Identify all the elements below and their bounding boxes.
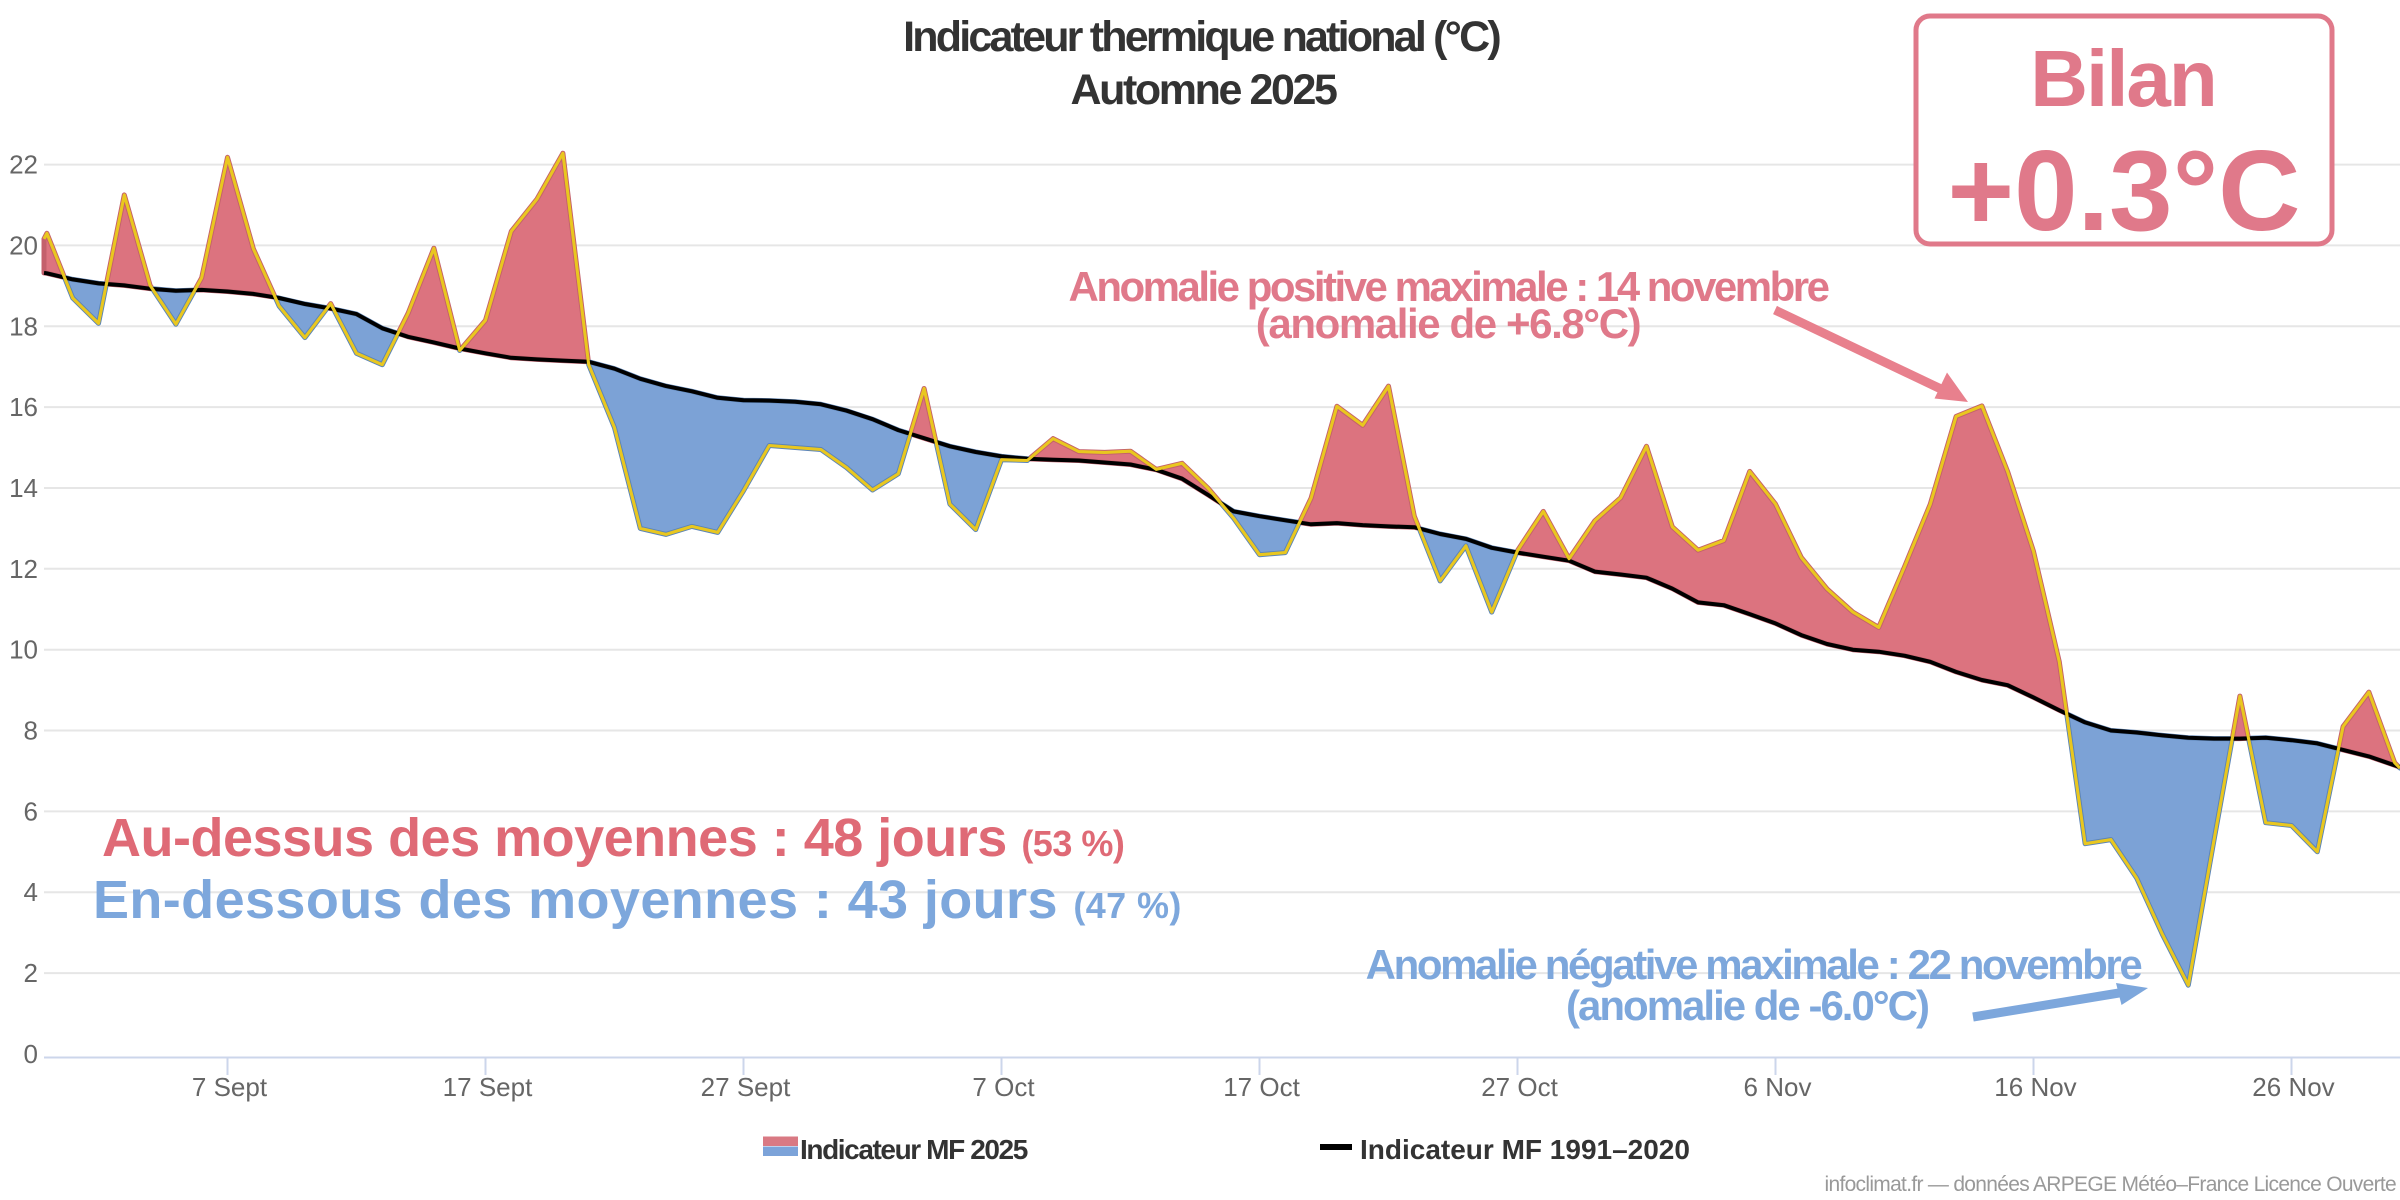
svg-text:Anomalie négative maximale : 2: Anomalie négative maximale : 22 novembre	[1366, 941, 2142, 988]
svg-text:2: 2	[24, 958, 38, 988]
svg-text:17 Sept: 17 Sept	[443, 1072, 533, 1102]
svg-text:12: 12	[9, 554, 38, 584]
svg-text:8: 8	[24, 716, 38, 746]
svg-text:Automne 2025: Automne 2025	[1070, 66, 1337, 114]
svg-text:4: 4	[24, 877, 38, 907]
svg-text:14: 14	[9, 473, 38, 503]
svg-text:+0.3°C: +0.3°C	[1948, 128, 2301, 255]
svg-text:6: 6	[24, 796, 38, 826]
svg-text:6 Nov: 6 Nov	[1744, 1072, 1812, 1102]
svg-text:22: 22	[9, 150, 38, 180]
svg-text:7 Sept: 7 Sept	[192, 1072, 268, 1102]
svg-text:0: 0	[24, 1039, 38, 1069]
svg-text:18: 18	[9, 311, 38, 341]
svg-text:Indicateur MF 2025: Indicateur MF 2025	[800, 1134, 1028, 1165]
svg-text:Indicateur thermique national: Indicateur thermique national (°C)	[903, 13, 1500, 61]
svg-text:7 Oct: 7 Oct	[972, 1072, 1035, 1102]
svg-text:En-dessous des moyennes : 43 j: En-dessous des moyennes : 43 jours (47 %…	[93, 870, 1182, 930]
svg-text:16 Nov: 16 Nov	[1994, 1072, 2076, 1102]
svg-text:20: 20	[9, 230, 38, 260]
svg-text:(anomalie de +6.8°C): (anomalie de +6.8°C)	[1256, 300, 1640, 347]
svg-text:26 Nov: 26 Nov	[2252, 1072, 2334, 1102]
svg-text:Bilan: Bilan	[2030, 34, 2216, 123]
svg-text:Anomalie positive maximale : 1: Anomalie positive maximale : 14 novembre	[1069, 263, 1829, 310]
svg-text:infoclimat.fr — données ARPEGE: infoclimat.fr — données ARPEGE Météo–Fra…	[1825, 1173, 2397, 1196]
svg-text:Au-dessus des moyennes : 48 jo: Au-dessus des moyennes : 48 jours (53 %)	[102, 808, 1124, 868]
svg-text:Indicateur MF 1991–2020: Indicateur MF 1991–2020	[1360, 1134, 1690, 1165]
svg-text:16: 16	[9, 392, 38, 422]
svg-text:17 Oct: 17 Oct	[1223, 1072, 1300, 1102]
svg-text:27 Oct: 27 Oct	[1481, 1072, 1558, 1102]
svg-text:27 Sept: 27 Sept	[701, 1072, 791, 1102]
svg-text:(anomalie de -6.0°C): (anomalie de -6.0°C)	[1566, 982, 1928, 1029]
svg-text:10: 10	[9, 635, 38, 665]
